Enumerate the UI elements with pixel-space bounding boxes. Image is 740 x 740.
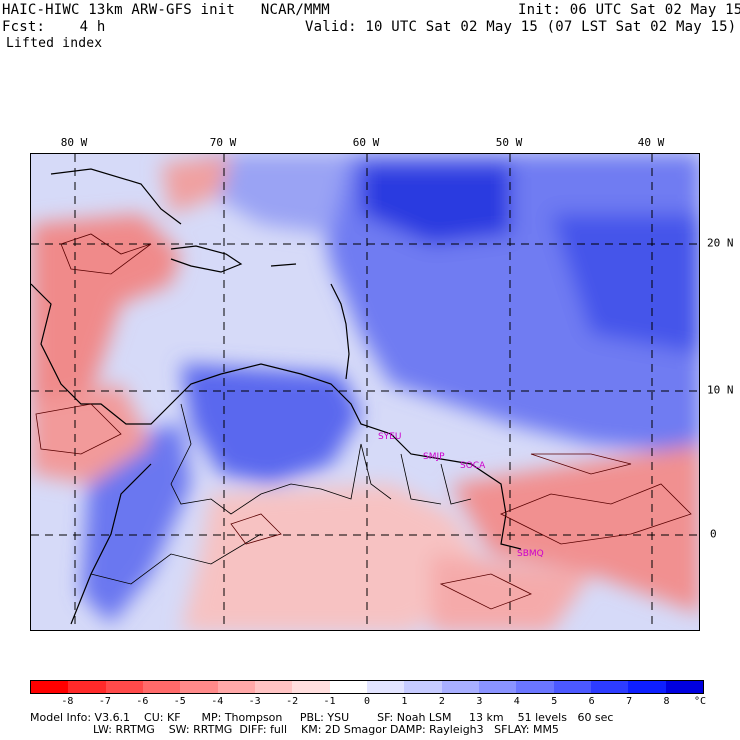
init-time: Init: 06 UTC Sat 02 May 15 xyxy=(518,2,740,18)
lon-label: 60 W xyxy=(352,136,380,149)
unstable-area-panama xyxy=(31,384,151,484)
station-label: SMJP xyxy=(423,452,445,462)
colorbar-segment xyxy=(404,681,442,693)
unstable-area-amazon-mouth xyxy=(451,444,699,614)
unstable-area-central-america xyxy=(31,214,181,434)
model-info-line2: LW: RRTMG SW: RRTMG DIFF: full KM: 2D Sm… xyxy=(30,723,559,736)
colorbar-tick-label: -2 xyxy=(286,696,299,707)
stable-area-andes xyxy=(81,424,191,624)
unstable-area-south xyxy=(431,554,591,630)
lon-label: 70 W xyxy=(209,136,237,149)
colorbar-unit: °C xyxy=(693,696,707,707)
colorbar xyxy=(30,680,704,694)
colorbar-segment xyxy=(142,681,181,693)
contour-lines xyxy=(35,233,692,610)
colorbar-tick-label: 4 xyxy=(513,696,520,707)
colorbar-labels: -8 -7 -6 -5 -4 -3 -2 -1 0 1 2 3 4 5 6 7 8 °C xyxy=(30,696,707,708)
colorbar-segment xyxy=(68,681,106,693)
colorbar-tick-label: 2 xyxy=(438,696,445,707)
weak-unstable-area-brazil xyxy=(181,484,491,630)
lon-label: 80 W xyxy=(60,136,88,149)
field-name: Lifted index xyxy=(6,36,103,51)
country-borders xyxy=(90,403,472,585)
valid-time: Valid: 10 UTC Sat 02 May 15 (07 LST Sat … xyxy=(305,19,737,35)
lat-label: 0 xyxy=(710,527,717,541)
lat-label: 20 N xyxy=(707,236,734,250)
title-left: HAIC-HIWC 13km ARW-GFS init NCAR/MMM xyxy=(2,2,330,18)
colorbar-tick-label: -6 xyxy=(136,696,149,707)
colorbar-segment xyxy=(292,681,330,693)
colorbar-segment xyxy=(31,681,69,693)
colorbar-tick-label: -8 xyxy=(61,696,74,707)
coastlines xyxy=(31,168,522,625)
stable-area-nw xyxy=(201,154,351,234)
colorbar-tick-label: 3 xyxy=(476,696,483,707)
colorbar-tick-label: 0 xyxy=(363,696,371,707)
colorbar-segment xyxy=(105,681,143,693)
colorbar-tick-label: 8 xyxy=(663,696,670,707)
map-panel xyxy=(30,153,700,631)
station-label: SBMQ xyxy=(517,549,544,559)
colorbar-tick-label: 7 xyxy=(626,696,633,707)
colorbar-tick-label: 6 xyxy=(588,696,595,707)
lifted-index-map xyxy=(31,154,699,630)
colorbar-tick-label: 1 xyxy=(401,696,408,707)
station-label: SYEU xyxy=(378,432,402,442)
colorbar-tick-label: 5 xyxy=(551,696,558,707)
colorbar-segment xyxy=(553,681,591,693)
colorbar-tick-label: -5 xyxy=(173,696,186,707)
station-label: SOCA xyxy=(460,461,486,471)
colorbar-segment xyxy=(366,681,405,693)
stable-core-east xyxy=(551,214,699,354)
forecast-hour: Fcst: 4 h xyxy=(2,19,106,35)
colorbar-segment xyxy=(590,681,629,693)
colorbar-segment xyxy=(329,681,367,693)
model-info-line1: Model Info: V3.6.1 CU: KF MP: Thompson P… xyxy=(30,711,614,724)
unstable-area-cuba xyxy=(161,154,231,214)
colorbar-segment xyxy=(516,681,554,693)
stable-area-venezuela xyxy=(181,364,361,484)
colorbar-segment xyxy=(665,681,703,693)
colorbar-segment xyxy=(217,681,255,693)
colorbar-tick-label: -7 xyxy=(98,696,111,707)
lon-label: 50 W xyxy=(495,136,523,149)
lat-lon-grid xyxy=(31,154,699,630)
lon-label: 40 W xyxy=(637,136,665,149)
colorbar-segment xyxy=(441,681,479,693)
colorbar-segment xyxy=(180,681,218,693)
colorbar-tick-label: -3 xyxy=(248,696,261,707)
stable-core-north xyxy=(361,164,511,244)
lat-label: 10 N xyxy=(707,383,734,397)
colorbar-segment xyxy=(628,681,666,693)
colorbar-segment xyxy=(254,681,293,693)
colorbar-tick-label: -1 xyxy=(323,696,336,707)
colorbar-tick-label: -4 xyxy=(211,696,224,707)
colorbar-segment xyxy=(478,681,517,693)
